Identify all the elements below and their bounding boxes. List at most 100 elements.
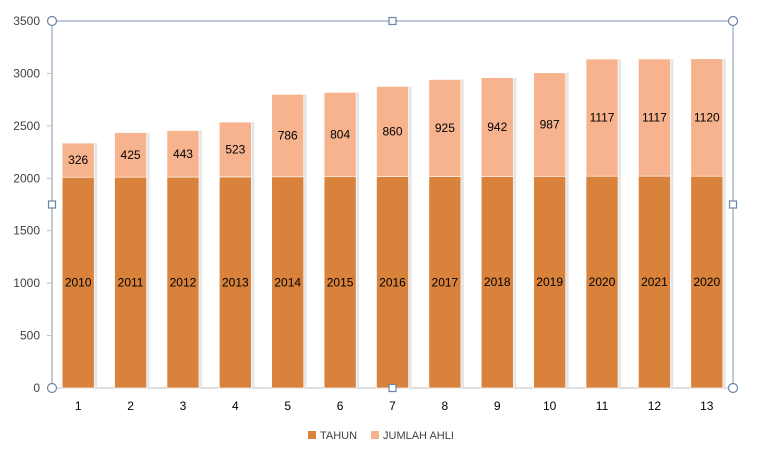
legend-swatch xyxy=(371,431,379,439)
resize-handle-edge[interactable] xyxy=(728,200,738,209)
resize-handle-edge[interactable] xyxy=(47,200,57,209)
bar-shadow xyxy=(618,176,622,388)
bar-jumlah-ahli[interactable] xyxy=(114,132,147,178)
resize-handle-corner[interactable] xyxy=(46,382,58,394)
bar-tahun[interactable] xyxy=(690,175,724,389)
y-tick-label: 3500 xyxy=(13,14,40,28)
bar-value-label: 2018 xyxy=(484,275,511,289)
bar-tahun[interactable] xyxy=(166,176,200,389)
x-tick-label: 4 xyxy=(232,399,239,413)
bar-tahun[interactable] xyxy=(585,175,619,389)
bar-shadow xyxy=(722,58,726,177)
bar-shadow xyxy=(94,143,98,178)
bar-tahun[interactable] xyxy=(428,176,462,389)
bar-shadow xyxy=(670,176,674,388)
legend-swatch xyxy=(308,431,316,439)
x-tick-label: 6 xyxy=(337,399,344,413)
bar-value-label: 987 xyxy=(540,118,560,132)
bar-tahun[interactable] xyxy=(323,176,357,389)
bar-value-label: 1117 xyxy=(642,111,667,125)
bar-shadow xyxy=(513,176,517,388)
bar-shadow xyxy=(198,130,202,178)
bar-tahun[interactable] xyxy=(480,176,514,389)
bar-value-label: 523 xyxy=(225,143,245,157)
x-tick-label: 7 xyxy=(389,399,396,413)
y-tick-label: 1000 xyxy=(13,276,40,290)
bar-jumlah-ahli[interactable] xyxy=(166,130,200,178)
legend-label: TAHUN xyxy=(320,430,357,442)
bar-value-label: 2017 xyxy=(432,275,459,289)
resize-handle-corner[interactable] xyxy=(46,15,58,27)
bar-jumlah-ahli[interactable] xyxy=(480,77,514,177)
resize-handle-corner[interactable] xyxy=(727,382,739,394)
bar-shadow xyxy=(356,92,360,177)
bar-shadow xyxy=(460,176,464,388)
bar-tahun[interactable] xyxy=(271,176,305,389)
bar-value-label: 1117 xyxy=(590,111,615,125)
bar-value-label: 786 xyxy=(278,129,298,143)
bar-value-label: 2015 xyxy=(327,275,354,289)
bar-tahun[interactable] xyxy=(533,175,566,389)
bar-shadow xyxy=(356,176,360,388)
legend: TAHUN JUMLAH AHLI xyxy=(308,430,454,442)
y-tick-label: 500 xyxy=(20,329,40,343)
x-tick-label: 8 xyxy=(442,399,449,413)
y-tick-label: 1500 xyxy=(13,224,40,238)
x-tick-label: 5 xyxy=(284,399,291,413)
bar-value-label: 2013 xyxy=(222,275,249,289)
bar-shadow xyxy=(565,72,569,177)
bar-shadow xyxy=(618,59,622,177)
bar-shadow xyxy=(146,177,150,388)
bar-value-label: 860 xyxy=(382,125,402,139)
bar-value-label: 2021 xyxy=(641,275,668,289)
bar-jumlah-ahli[interactable] xyxy=(219,121,252,178)
bar-shadow xyxy=(670,58,674,177)
bar-value-label: 1120 xyxy=(694,110,720,124)
bar-jumlah-ahli[interactable] xyxy=(323,92,357,178)
resize-handles-layer xyxy=(46,15,739,394)
bar-tahun[interactable] xyxy=(376,176,409,389)
bar-tahun[interactable] xyxy=(219,176,252,389)
x-tick-label: 11 xyxy=(596,399,609,413)
bar-jumlah-ahli[interactable] xyxy=(690,58,724,177)
bar-tahun[interactable] xyxy=(114,176,147,389)
resize-handle-edge[interactable] xyxy=(388,16,397,26)
bar-value-label: 2014 xyxy=(274,275,301,289)
bar-jumlah-ahli[interactable] xyxy=(638,58,671,177)
bar-shadow xyxy=(565,176,569,388)
bar-value-label: 2020 xyxy=(589,275,616,289)
bar-value-label: 2012 xyxy=(170,276,197,290)
bar-jumlah-ahli[interactable] xyxy=(585,58,619,177)
bars-layer xyxy=(61,58,726,389)
bar-value-label: 326 xyxy=(68,153,88,167)
bar-value-label: 2020 xyxy=(693,275,720,289)
resize-handle-edge[interactable] xyxy=(388,383,397,393)
bar-value-label: 2016 xyxy=(379,275,406,289)
y-tick-label: 2000 xyxy=(13,171,40,185)
y-tick-label: 2500 xyxy=(13,119,40,133)
resize-handle-corner[interactable] xyxy=(727,15,739,27)
x-tick-label: 3 xyxy=(180,399,187,413)
bar-jumlah-ahli[interactable] xyxy=(271,94,305,178)
bar-tahun[interactable] xyxy=(638,175,671,389)
bar-jumlah-ahli[interactable] xyxy=(376,86,409,177)
bar-shadow xyxy=(198,177,202,388)
bar-shadow xyxy=(146,132,150,178)
bar-value-label: 443 xyxy=(173,147,193,161)
bar-jumlah-ahli[interactable] xyxy=(61,142,95,178)
x-tick-label: 12 xyxy=(648,399,662,413)
bar-shadow xyxy=(303,94,307,177)
bar-shadow xyxy=(408,176,412,388)
x-tick-label: 10 xyxy=(543,399,557,413)
bar-value-label: 804 xyxy=(330,128,350,142)
bar-value-label: 425 xyxy=(121,148,141,162)
bar-jumlah-ahli[interactable] xyxy=(428,79,462,177)
bar-jumlah-ahli[interactable] xyxy=(533,72,566,177)
bar-shadow xyxy=(408,86,412,177)
bar-shadow xyxy=(251,122,255,177)
bar-tahun[interactable] xyxy=(61,176,95,389)
data-labels-layer: 2010 326 2011 425 2012 443 2013 523 2014 786 2015 8… xyxy=(65,110,721,289)
y-tick-label: 0 xyxy=(33,381,40,395)
